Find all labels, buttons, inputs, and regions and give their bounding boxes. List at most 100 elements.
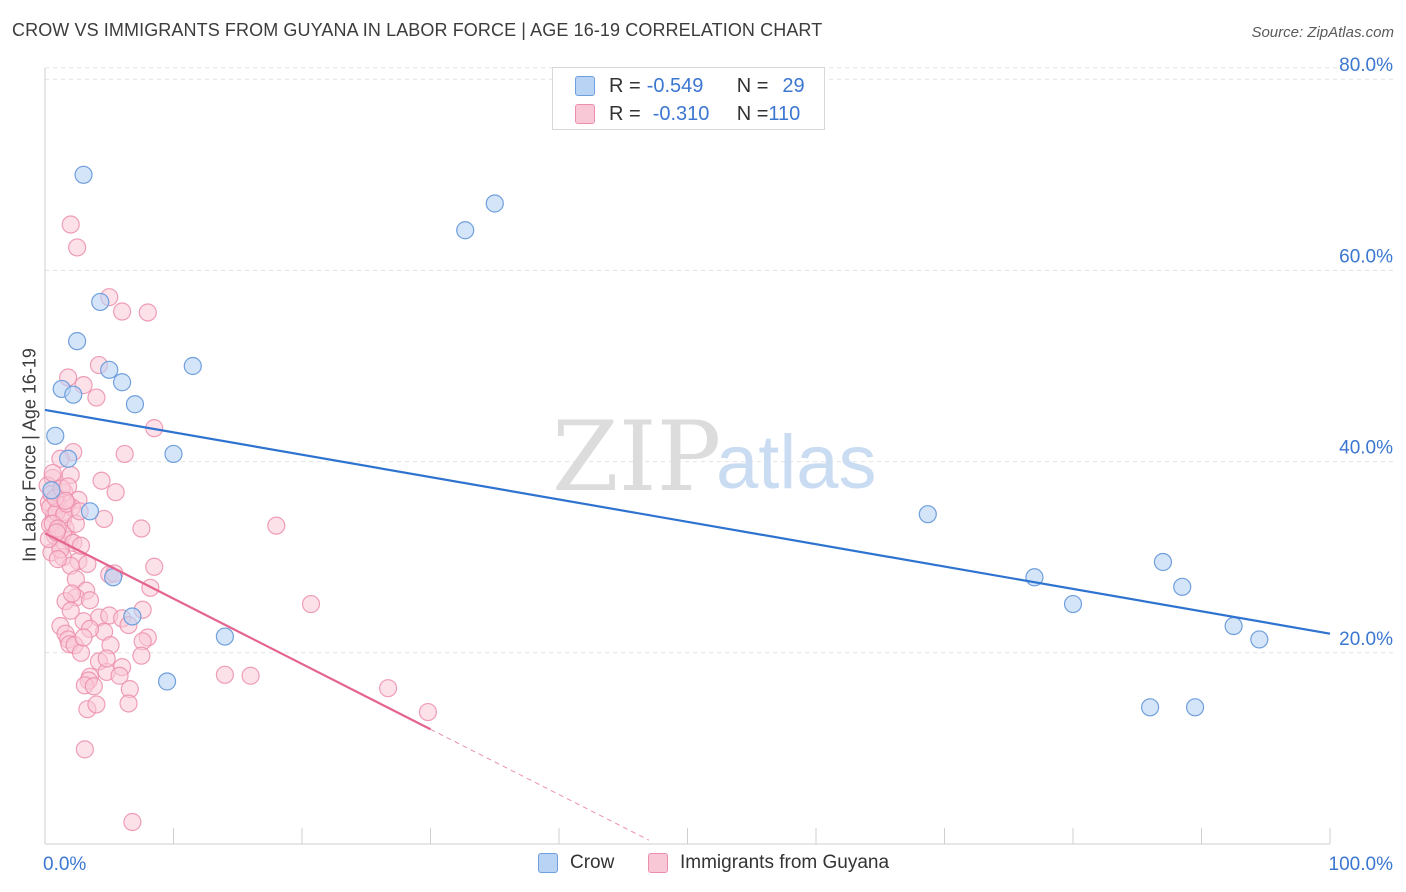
crow-point — [1063, 594, 1083, 614]
guyana-swatch — [648, 853, 668, 873]
legend-row-guyana: R = -0.310 N = 110 — [575, 100, 800, 128]
crow-point — [164, 444, 183, 464]
guyana-swatch — [575, 104, 595, 124]
legend-item-crow[interactable]: Crow — [538, 852, 614, 874]
x-tick-label: 100.0% — [1329, 854, 1394, 875]
watermark: ZIP atlas — [552, 401, 877, 513]
r-label: R = — [609, 102, 641, 125]
crow-point — [1250, 630, 1269, 649]
guyana-point — [119, 694, 138, 713]
crow-swatch — [538, 853, 558, 873]
source-label: Source: ZipAtlas.com — [1251, 24, 1394, 41]
guyana-point — [87, 388, 106, 407]
guyana-point — [75, 740, 94, 759]
guyana-point — [138, 303, 157, 322]
crow-point — [100, 360, 119, 379]
guyana-point — [106, 483, 125, 502]
crow-point — [183, 356, 202, 376]
r-label: R = — [609, 74, 641, 97]
n-label: N = — [736, 102, 769, 125]
x-tick-label: 0.0% — [43, 854, 86, 875]
guyana-point — [110, 666, 129, 685]
crow-point — [112, 373, 132, 392]
crow-point — [125, 395, 145, 414]
y-tick-label: 40.0% — [1339, 438, 1393, 459]
y-tick-label: 60.0% — [1339, 246, 1393, 267]
guyana-point — [378, 679, 398, 698]
guyana-point — [132, 519, 151, 538]
crow-point — [215, 627, 234, 646]
guyana-point — [84, 677, 103, 696]
y-axis-title: In Labor Force | Age 16-19 — [19, 348, 40, 562]
guyana-trend-extension — [430, 728, 650, 841]
crow-swatch — [575, 76, 595, 96]
guyana-n-value: 110 — [768, 102, 801, 125]
guyana-point — [80, 591, 100, 610]
legend-guyana-label: Immigrants from Guyana — [680, 852, 890, 873]
crow-point — [1153, 552, 1173, 572]
crow-point — [485, 194, 504, 213]
guyana-point — [123, 812, 142, 832]
legend-row-crow: R = -0.549 N = 29 — [575, 72, 805, 100]
guyana-point — [61, 215, 80, 234]
crow-point — [91, 292, 110, 312]
crow-point — [74, 165, 93, 184]
guyana-point — [267, 516, 286, 535]
crow-points — [42, 165, 1269, 717]
crow-point — [42, 481, 61, 500]
crow-point — [456, 221, 475, 240]
crow-r-value: -0.549 — [646, 74, 704, 97]
crow-point — [1185, 698, 1205, 717]
gridlines — [45, 67, 1393, 654]
crow-point — [46, 426, 65, 445]
guyana-point — [48, 550, 67, 569]
guyana-point — [87, 695, 106, 714]
crow-point — [918, 505, 937, 524]
axes — [44, 68, 1331, 845]
crow-point — [64, 385, 83, 404]
guyana-point — [62, 584, 82, 603]
guyana-point — [301, 594, 321, 614]
crow-point — [1224, 616, 1243, 636]
crow-point — [1173, 577, 1192, 596]
guyana-trend-line — [44, 532, 431, 731]
watermark-zip: ZIP — [552, 401, 721, 513]
series-legend: Crow Immigrants from Guyana — [0, 852, 1406, 878]
y-tick-label: 20.0% — [1339, 629, 1393, 650]
guyana-point — [68, 238, 87, 257]
y-tick-label: 80.0% — [1339, 55, 1393, 76]
legend-crow-label: Crow — [570, 852, 615, 873]
crow-point — [59, 449, 78, 468]
correlation-legend: R = -0.549 N = 29 R = -0.310 N = 110 — [552, 67, 825, 130]
guyana-point — [241, 666, 260, 685]
guyana-point — [43, 463, 62, 483]
crow-point — [157, 672, 177, 691]
guyana-point — [145, 557, 164, 576]
guyana-point — [115, 444, 134, 464]
guyana-point — [92, 471, 111, 490]
guyana-point — [95, 509, 114, 529]
chart-title: CROW VS IMMIGRANTS FROM GUYANA IN LABOR … — [12, 20, 823, 40]
watermark-atlas: atlas — [716, 420, 877, 505]
guyana-point — [97, 649, 116, 668]
crow-point — [68, 332, 87, 351]
crow-point — [123, 607, 142, 626]
crow-n-value: 29 — [782, 74, 805, 97]
guyana-point — [74, 628, 93, 647]
guyana-point — [418, 702, 438, 722]
crow-point — [1140, 698, 1160, 717]
guyana-point — [132, 646, 151, 665]
tick-labels: 20.0% 40.0% 60.0% 80.0% 0.0% 100.0% — [43, 55, 1393, 875]
n-label: N = — [736, 74, 769, 97]
trend-lines — [44, 408, 1331, 841]
crow-trend-line — [44, 408, 1331, 635]
guyana-point — [215, 665, 234, 684]
guyana-point — [112, 302, 132, 321]
guyana-point — [61, 601, 80, 620]
guyana-point — [71, 643, 91, 662]
legend-item-guyana[interactable]: Immigrants from Guyana — [648, 852, 889, 874]
guyana-point — [56, 491, 75, 510]
crow-point — [80, 502, 100, 521]
guyana-r-value: -0.310 — [652, 102, 710, 125]
